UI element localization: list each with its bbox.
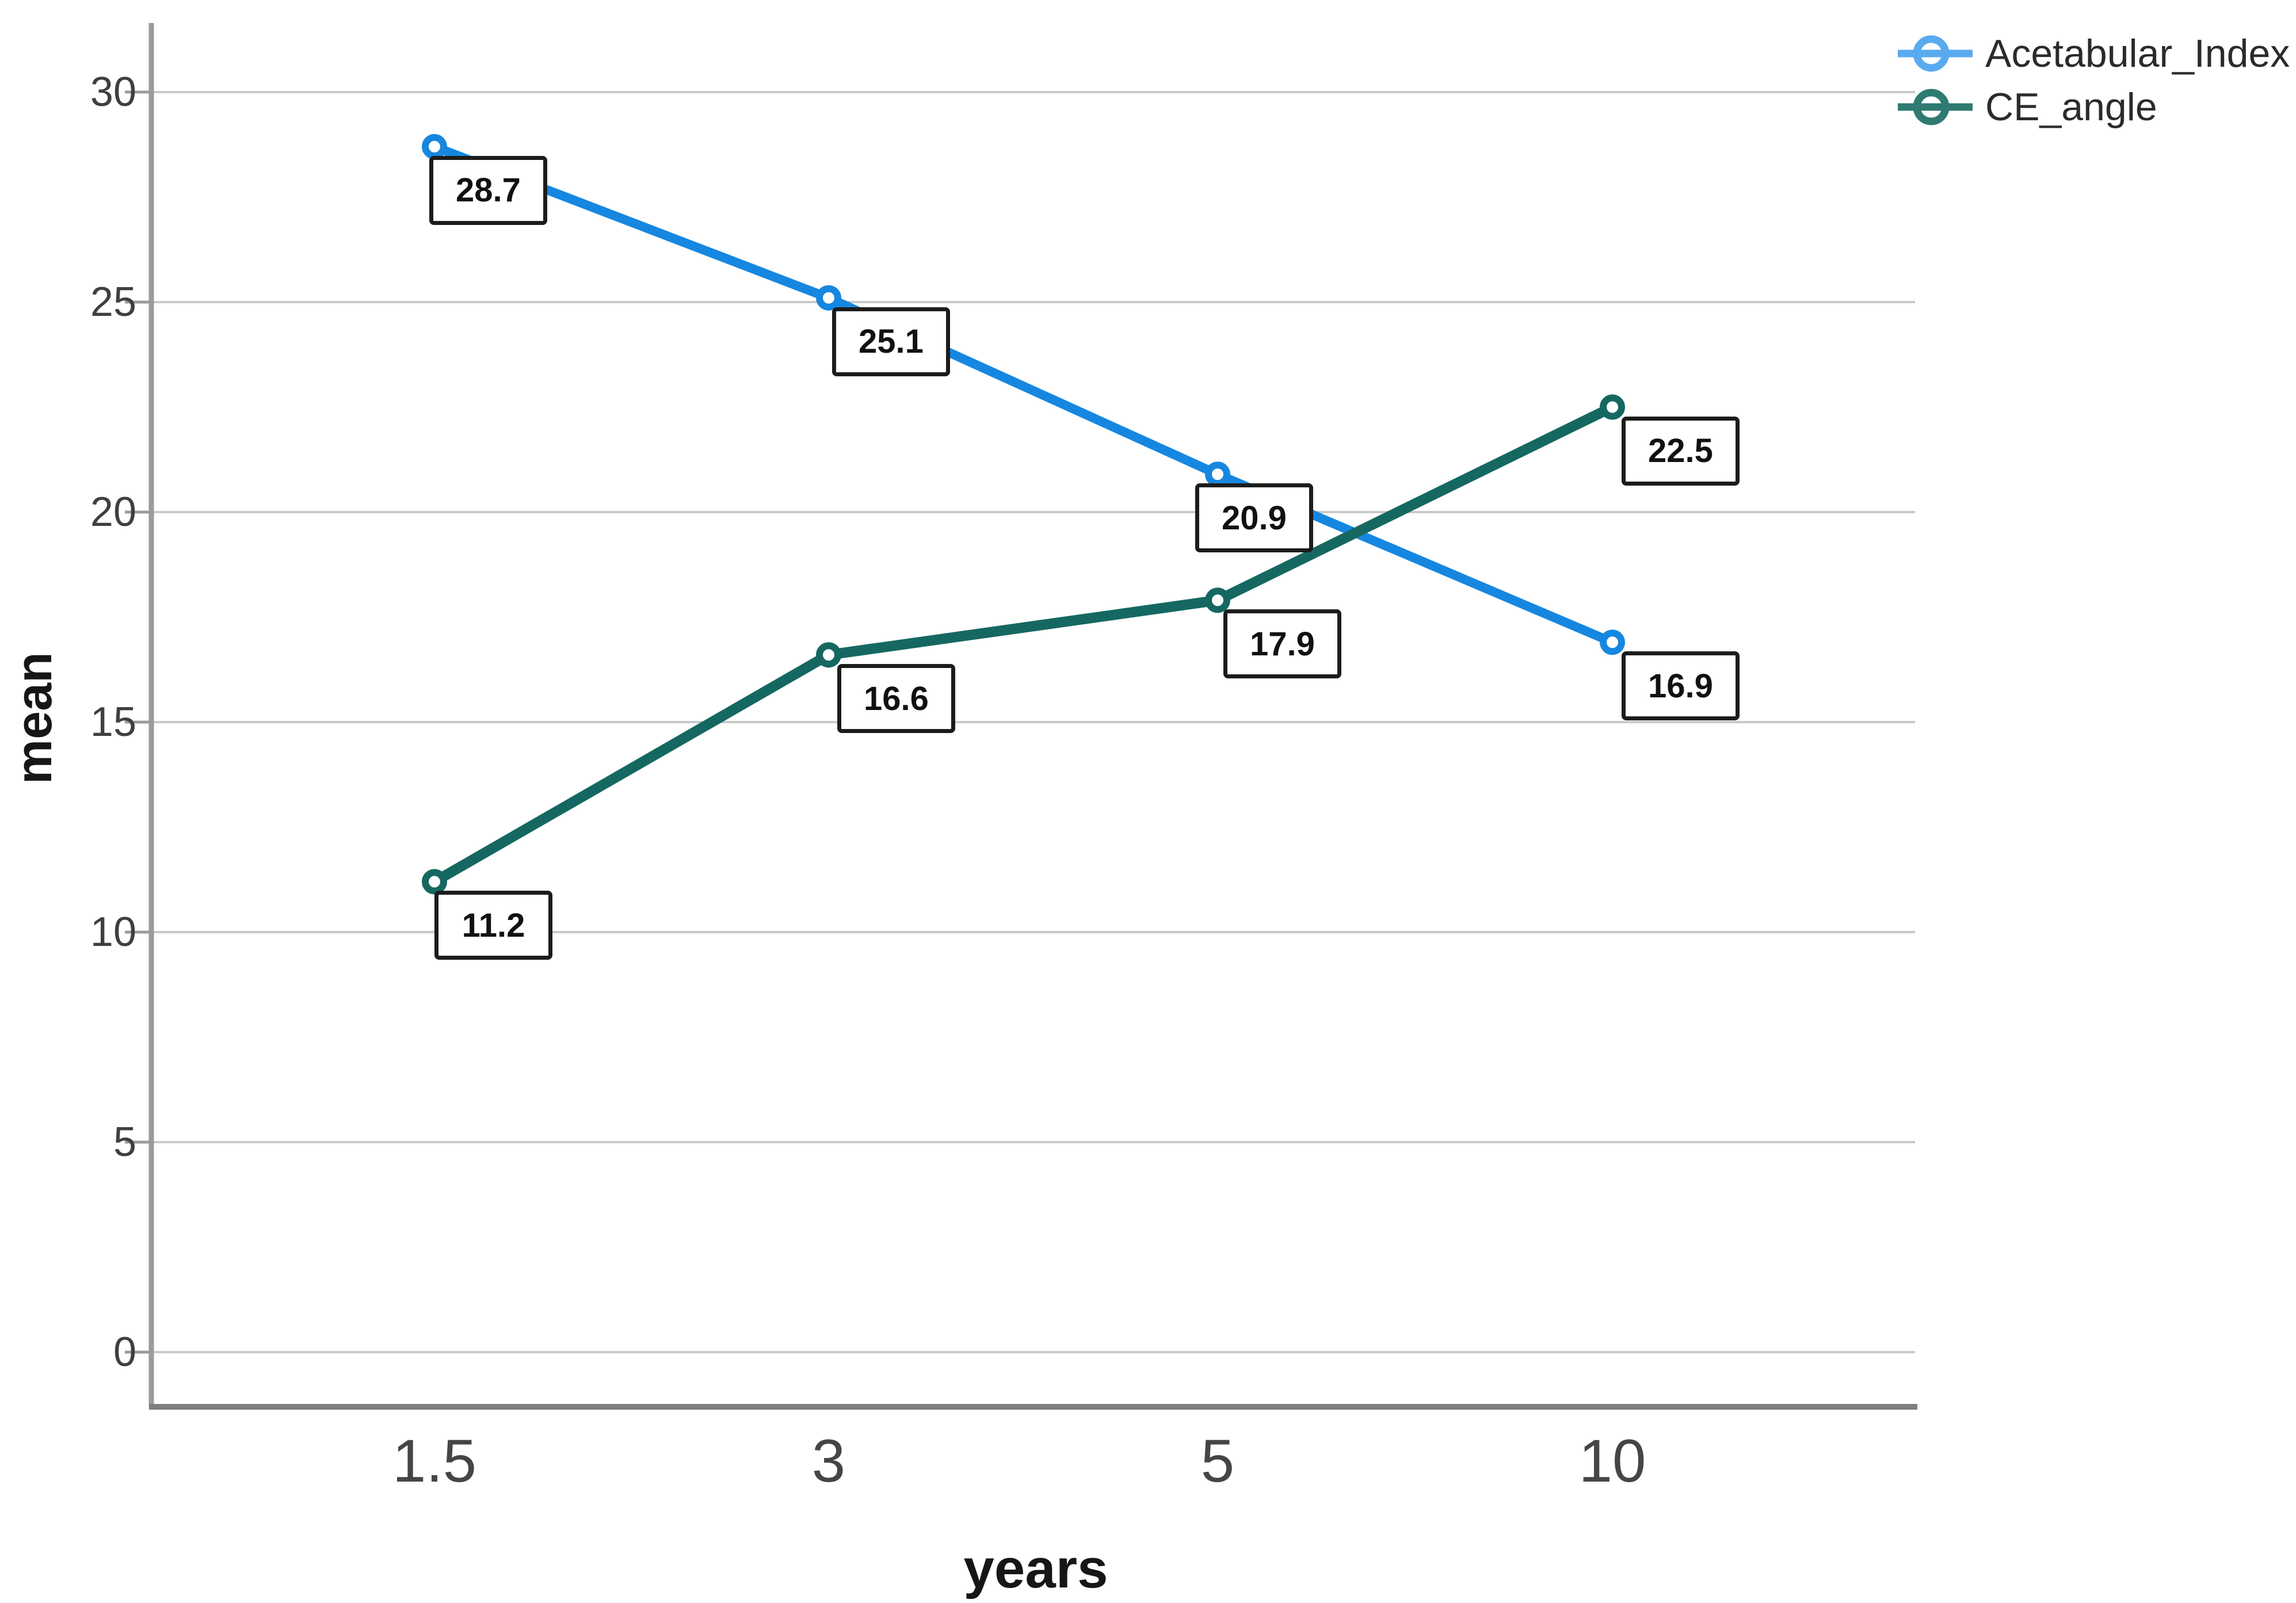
marker-CE_angle — [816, 642, 841, 668]
data-label-CE_angle: 16.6 — [837, 664, 955, 734]
legend-label: CE_angle — [1985, 85, 2157, 129]
y-tick-label: 5 — [113, 1119, 136, 1165]
legend-label: Acetabular_Index — [1985, 32, 2290, 75]
y-tick-label: 10 — [90, 909, 136, 955]
data-label-CE_angle: 17.9 — [1223, 609, 1341, 679]
marker-CE_angle — [1600, 394, 1625, 420]
data-label-Acetabular_Index: 20.9 — [1195, 483, 1313, 553]
data-label-CE_angle: 11.2 — [434, 891, 552, 960]
data-label-Acetabular_Index: 16.9 — [1622, 651, 1740, 721]
x-tick-label: 3 — [811, 1428, 846, 1495]
data-label-CE_angle: 22.5 — [1622, 416, 1740, 486]
data-label-Acetabular_Index: 25.1 — [832, 307, 950, 376]
marker-Acetabular_Index — [1205, 461, 1230, 487]
y-tick-label: 15 — [90, 699, 136, 745]
y-tick-label: 0 — [113, 1329, 136, 1375]
marker-Acetabular_Index — [422, 133, 447, 159]
legend-item-ce-angle: CE_angle — [1893, 78, 2157, 136]
marker-CE_angle — [1205, 587, 1230, 613]
marker-Acetabular_Index — [1600, 629, 1625, 655]
series-line-Acetabular_Index — [430, 142, 1617, 647]
series-line-CE_angle — [429, 402, 1618, 887]
y-tick-label: 30 — [90, 69, 136, 115]
y-axis-title: mean — [5, 652, 62, 784]
y-tick-label: 20 — [90, 489, 136, 535]
x-tick-label: 5 — [1200, 1428, 1235, 1495]
marker-CE_angle — [422, 869, 447, 895]
x-axis-title: years — [963, 1538, 1108, 1600]
marker-Acetabular_Index — [816, 285, 841, 311]
legend-marker-circle-icon — [1898, 35, 1973, 72]
data-label-Acetabular_Index: 28.7 — [429, 155, 547, 225]
x-tick-label: 1.5 — [392, 1428, 476, 1495]
legend-item-acetabular-index: Acetabular_Index — [1893, 25, 2290, 82]
y-tick-label: 25 — [90, 279, 136, 325]
x-tick-label: 10 — [1578, 1428, 1646, 1495]
legend-marker-circle-icon — [1898, 89, 1973, 125]
